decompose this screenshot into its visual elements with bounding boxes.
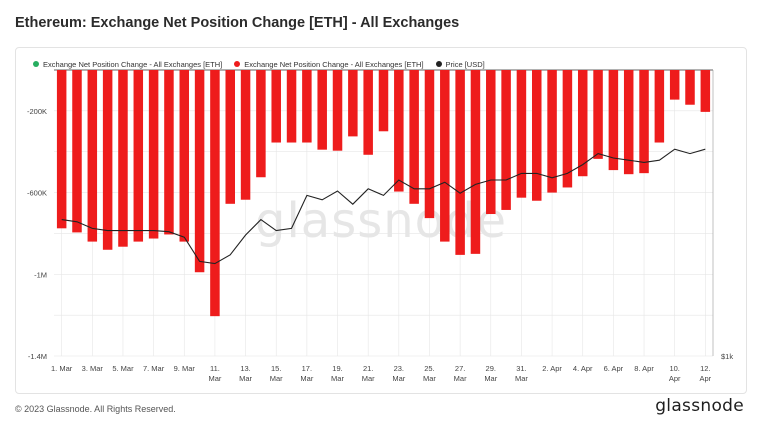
x-axis-tick-label: 4. Apr	[573, 364, 593, 373]
x-axis-tick-label: Apr	[669, 374, 681, 383]
copyright-footer: © 2023 Glassnode. All Rights Reserved.	[15, 404, 176, 414]
bar	[470, 70, 481, 254]
x-axis-tick-label: 21.	[363, 364, 373, 373]
bar	[700, 70, 711, 112]
bar	[317, 70, 327, 150]
price-series-line	[61, 148, 706, 265]
chart-legend: Exchange Net Position Change - All Excha…	[33, 57, 485, 71]
x-axis-tick-label: 17.	[302, 364, 312, 373]
y-axis-tick-label: -200K	[27, 107, 47, 116]
bar	[240, 70, 251, 200]
bar	[623, 70, 634, 175]
x-axis-tick-label: Mar	[300, 374, 313, 383]
bar	[639, 70, 649, 174]
x-axis-tick-label: 5. Mar	[112, 364, 134, 373]
bar	[455, 70, 465, 255]
bar	[256, 70, 266, 178]
legend-item-net-position-red[interactable]: Exchange Net Position Change - All Excha…	[234, 59, 424, 69]
bar	[225, 70, 235, 204]
legend-dot-green	[33, 61, 39, 67]
bar	[654, 70, 665, 143]
x-axis-tick-label: 27.	[455, 364, 465, 373]
bar	[133, 70, 144, 242]
legend-label: Exchange Net Position Change - All Excha…	[244, 59, 424, 69]
x-axis-tick-label: Mar	[515, 374, 528, 383]
x-axis-tick-label: 1. Mar	[51, 364, 73, 373]
x-axis-tick-label: 23.	[394, 364, 404, 373]
y-axis-tick-label: -1M	[34, 270, 47, 279]
x-axis-tick-label: Mar	[239, 374, 252, 383]
bar	[194, 70, 205, 273]
brand-logo: glassnode	[655, 396, 744, 416]
x-axis-tick-label: 2. Apr	[542, 364, 562, 373]
x-axis-tick-label: 7. Mar	[143, 364, 165, 373]
bar	[164, 70, 174, 235]
bar	[424, 70, 435, 219]
bar	[577, 70, 588, 177]
x-axis-tick-label: Mar	[392, 374, 405, 383]
bar	[409, 70, 419, 204]
legend-label: Price [USD]	[445, 59, 485, 69]
x-axis-tick-label: Apr	[700, 374, 712, 383]
x-axis-tick-label: 10.	[669, 364, 679, 373]
bar	[72, 70, 82, 233]
x-axis-tick-label: 8. Apr	[634, 364, 654, 373]
bar	[593, 70, 603, 159]
bar	[516, 70, 527, 198]
x-axis-tick-label: 3. Mar	[82, 364, 104, 373]
legend-dot-black	[435, 61, 442, 67]
bar	[378, 70, 389, 132]
bar	[179, 70, 190, 242]
x-axis-tick-label: 19.	[332, 364, 342, 373]
bar	[118, 70, 128, 247]
y-axis-tick-label: -1.4M	[28, 352, 47, 361]
x-axis-tick-label: 29.	[486, 364, 496, 373]
legend-label: Exchange Net Position Change - All Excha…	[43, 59, 223, 69]
x-axis-tick-label: 13.	[240, 364, 250, 373]
x-axis-tick-label: 6. Apr	[604, 364, 624, 373]
bar	[271, 70, 281, 143]
bar	[669, 70, 680, 100]
x-axis-tick-label: 31.	[516, 364, 526, 373]
bar	[440, 70, 450, 242]
bar	[332, 70, 343, 151]
bar	[348, 70, 358, 137]
bar	[56, 70, 67, 229]
bar	[363, 70, 373, 155]
x-axis-tick-label: Mar	[208, 374, 221, 383]
bar	[486, 70, 496, 215]
x-axis-tick-label: 11.	[210, 364, 220, 373]
y-axis-tick-label: -600K	[27, 189, 47, 198]
x-axis-tick-label: 9. Mar	[174, 364, 196, 373]
bar	[148, 70, 159, 239]
y-right-axis-tick-label: $1k	[721, 352, 733, 361]
bar	[102, 70, 113, 250]
x-axis-tick-label: 15.	[271, 364, 281, 373]
bar	[501, 70, 511, 210]
x-axis-tick-label: Mar	[362, 374, 375, 383]
bar	[210, 70, 220, 317]
x-axis-tick-label: Mar	[454, 374, 467, 383]
bar	[562, 70, 573, 188]
bar	[87, 70, 98, 242]
bar	[547, 70, 557, 193]
legend-item-net-position-green[interactable]: Exchange Net Position Change - All Excha…	[33, 60, 222, 69]
x-axis-tick-label: Mar	[423, 374, 436, 383]
legend-dot-red	[234, 61, 241, 67]
x-axis-tick-label: Mar	[331, 374, 344, 383]
bar	[302, 70, 312, 143]
chart-title: Ethereum: Exchange Net Position Change […	[15, 15, 460, 31]
x-axis-tick-label: Mar	[270, 374, 283, 383]
legend-item-price[interactable]: Price [USD]	[435, 59, 485, 69]
bar	[394, 70, 404, 192]
bar	[532, 70, 542, 201]
bar	[608, 70, 619, 171]
x-axis-tick-label: Mar	[484, 374, 497, 383]
bar	[685, 70, 695, 105]
x-axis-tick-label: 25.	[424, 364, 434, 373]
bar	[286, 70, 297, 143]
x-axis-tick-label: 12.	[700, 364, 710, 373]
